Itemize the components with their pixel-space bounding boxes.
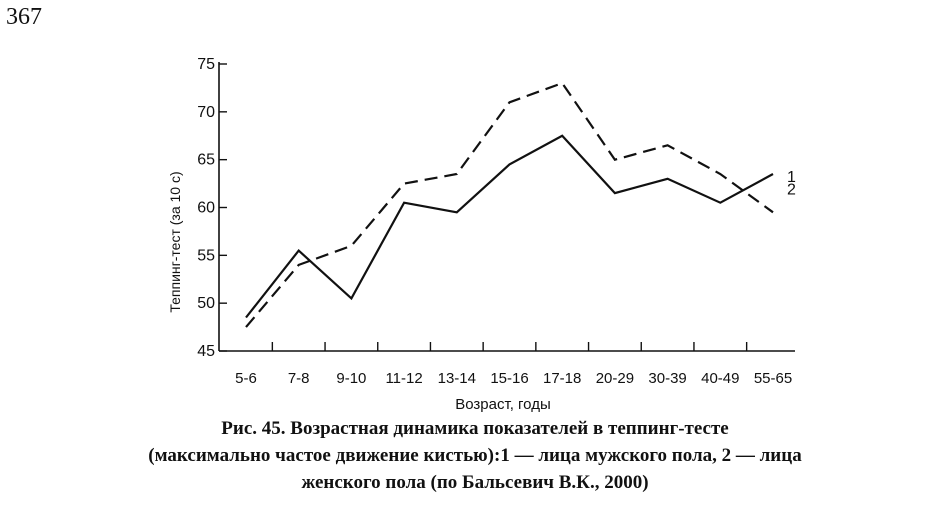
x-tick-label-5-6: 5-6 xyxy=(235,370,257,387)
x-tick-label-20-29: 20-29 xyxy=(596,370,634,387)
figure-caption-line-1: Рис. 45. Возрастная динамика показателей… xyxy=(221,418,729,439)
x-tick-label-11-12: 11-12 xyxy=(385,370,422,387)
y-axis-title: Теппинг-тест (за 10 с) xyxy=(167,171,183,312)
y-tick-label-60: 60 xyxy=(197,200,215,217)
y-tick-label-65: 65 xyxy=(197,152,215,169)
x-tick-label-13-14: 13-14 xyxy=(438,370,476,387)
chart-series xyxy=(245,81,774,328)
series-line-1 xyxy=(245,134,774,319)
x-tick-label-9-10: 9-10 xyxy=(336,370,366,387)
x-tick-label-55-65: 55-65 xyxy=(754,370,792,387)
x-tick-label-17-18: 17-18 xyxy=(543,370,581,387)
y-tick-label-55: 55 xyxy=(197,247,215,264)
chart-labels: 45 50 55 60 65 70 75 5-6 7-8 9-10 11-12 13-14 15-16 1… xyxy=(197,56,796,387)
figure-caption-line-2: (максимально частое движение кистью):1 —… xyxy=(148,445,802,466)
series-label-2: 2 xyxy=(787,181,796,198)
line-chart: 45 50 55 60 65 70 75 5-6 7-8 9-10 11-12 13-14 15-16 1… xyxy=(167,56,796,413)
x-tick-label-15-16: 15-16 xyxy=(490,370,528,387)
figure-caption-line-3: женского пола (по Бальсевич В.К., 2000) xyxy=(301,472,649,493)
y-tick-label-70: 70 xyxy=(197,104,215,121)
page-number: 367 xyxy=(6,4,42,30)
x-tick-label-40-49: 40-49 xyxy=(701,370,739,387)
series-label-1: 1 xyxy=(787,169,796,186)
x-tick-label-7-8: 7-8 xyxy=(288,370,310,387)
y-tick-label-75: 75 xyxy=(197,56,215,73)
chart-axes xyxy=(218,62,795,352)
y-tick-label-50: 50 xyxy=(197,295,215,312)
x-axis-title: Возраст, годы xyxy=(455,396,550,413)
x-tick-label-30-39: 30-39 xyxy=(648,370,686,387)
y-tick-label-45: 45 xyxy=(197,343,215,360)
series-line-2 xyxy=(245,81,774,328)
